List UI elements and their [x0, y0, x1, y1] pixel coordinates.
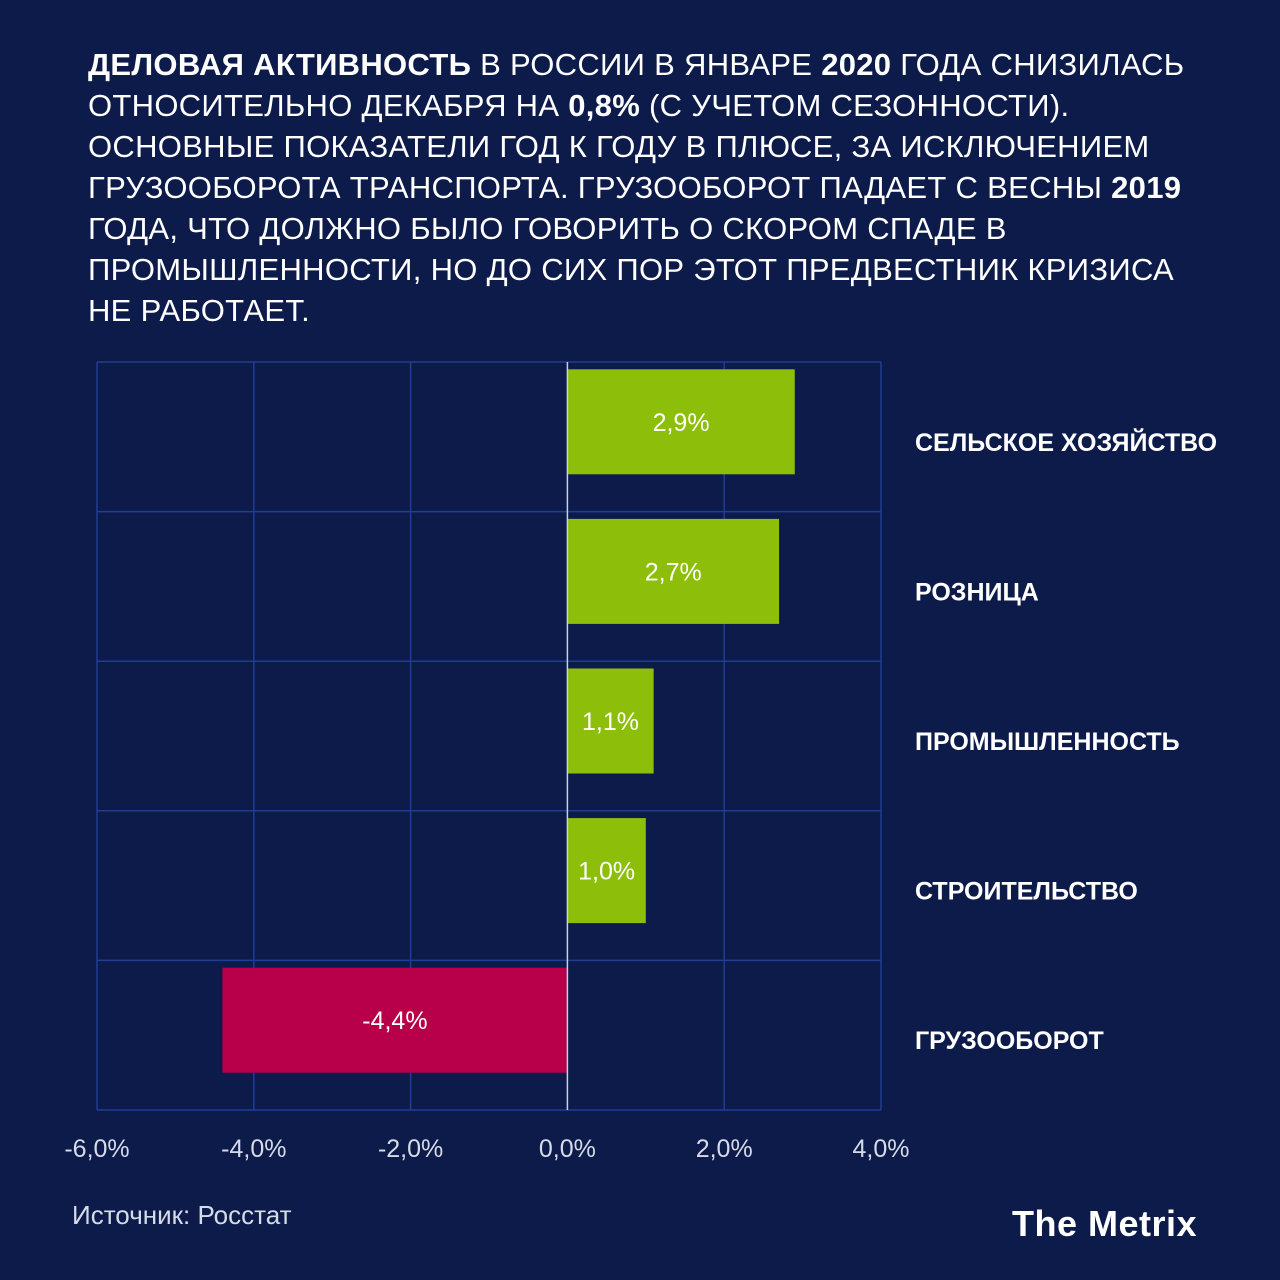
data-label: 1,1% [582, 708, 639, 736]
category-label: ПРОМЫШЛЕННОСТЬ [915, 728, 1180, 756]
source-note: Источник: Росстат [72, 1200, 292, 1230]
data-label: 1,0% [578, 858, 635, 886]
bar [222, 967, 568, 1073]
headline-part: 0,8% [568, 88, 641, 123]
bar [567, 668, 654, 774]
x-tick-label: 2,0% [696, 1135, 753, 1163]
x-tick-label: 4,0% [853, 1135, 910, 1163]
headline-part: Деловая активность [88, 47, 472, 82]
category-label: ГРУЗООБОРОТ [915, 1027, 1104, 1055]
x-tick-label: -4,0% [221, 1135, 286, 1163]
headline-part: (с учетом сезонности). Основные показате… [88, 88, 1150, 205]
x-tick-label: -2,0% [378, 1135, 443, 1163]
x-tick-label: 0,0% [539, 1135, 596, 1163]
data-label: -4,4% [362, 1007, 427, 1035]
headline-part: года снизилась относительно декабря на [88, 47, 1185, 123]
x-tick-label: -6,0% [64, 1135, 129, 1163]
category-label: СЕЛЬСКОЕ ХОЗЯЙСТВО [915, 427, 1217, 457]
data-label: 2,7% [645, 558, 702, 586]
brand-logo: The Metrix [1012, 1203, 1198, 1244]
category-label: РОЗНИЦА [915, 578, 1039, 606]
headline-part: года, что должно было говорить о скором … [88, 211, 1174, 328]
category-label: СТРОИТЕЛЬСТВО [915, 878, 1138, 906]
bar-chart: 2,9% СЕЛЬСКОЕ ХОЗЯЙСТВО 2,7% РОЗНИЦА 1,1% ПРО… [64, 361, 1217, 1163]
headline-part: 2020 [821, 47, 892, 82]
headline: Деловая активность в России в январе 202… [88, 44, 1218, 331]
headline-part: 2019 [1111, 170, 1182, 205]
bar [567, 818, 646, 924]
bar [567, 369, 795, 475]
headline-part: в России в январе [471, 47, 822, 82]
data-label: 2,9% [653, 409, 710, 437]
bar [567, 518, 780, 624]
